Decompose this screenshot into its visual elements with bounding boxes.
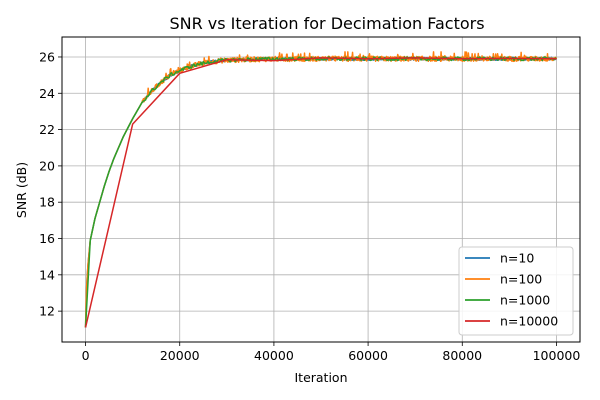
plot-frame: [61, 36, 581, 343]
x-tick-label: 20000: [160, 348, 200, 363]
y-tick-label: 14: [39, 267, 55, 282]
series-layer: [84, 51, 558, 328]
x-tick-label: 80000: [442, 348, 482, 363]
y-axis-label: SNR (dB): [14, 162, 29, 218]
legend-label: n=10: [500, 251, 534, 266]
legend-label: n=10000: [500, 314, 558, 329]
x-tick-label: 60000: [348, 348, 388, 363]
ticks: 0 20000 40000 60000 80000 100000 12 14 16 18 20 22 2…: [39, 49, 580, 363]
y-tick-label: 22: [39, 122, 55, 137]
chart-title: SNR vs Iteration for Decimation Factors: [169, 14, 484, 33]
y-tick-label: 18: [39, 195, 55, 210]
x-axis-label: Iteration: [294, 370, 347, 385]
x-tick-label: 100000: [533, 348, 581, 363]
y-tick-label: 12: [39, 304, 55, 319]
y-tick-label: 20: [39, 158, 55, 173]
y-tick-label: 16: [39, 231, 55, 246]
legend: n=10 n=100 n=1000 n=10000: [458, 246, 574, 336]
series-line-n-10000: [84, 57, 557, 328]
y-tick-label: 26: [39, 49, 55, 64]
legend-label: n=100: [500, 272, 542, 287]
y-tick-label: 24: [39, 86, 55, 101]
x-tick-label: 40000: [254, 348, 294, 363]
legend-box: [458, 246, 574, 336]
x-tick-label: 0: [82, 348, 90, 363]
legend-label: n=1000: [500, 293, 550, 308]
